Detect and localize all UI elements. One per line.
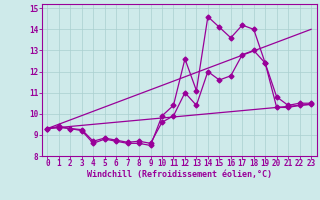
X-axis label: Windchill (Refroidissement éolien,°C): Windchill (Refroidissement éolien,°C) [87, 170, 272, 179]
